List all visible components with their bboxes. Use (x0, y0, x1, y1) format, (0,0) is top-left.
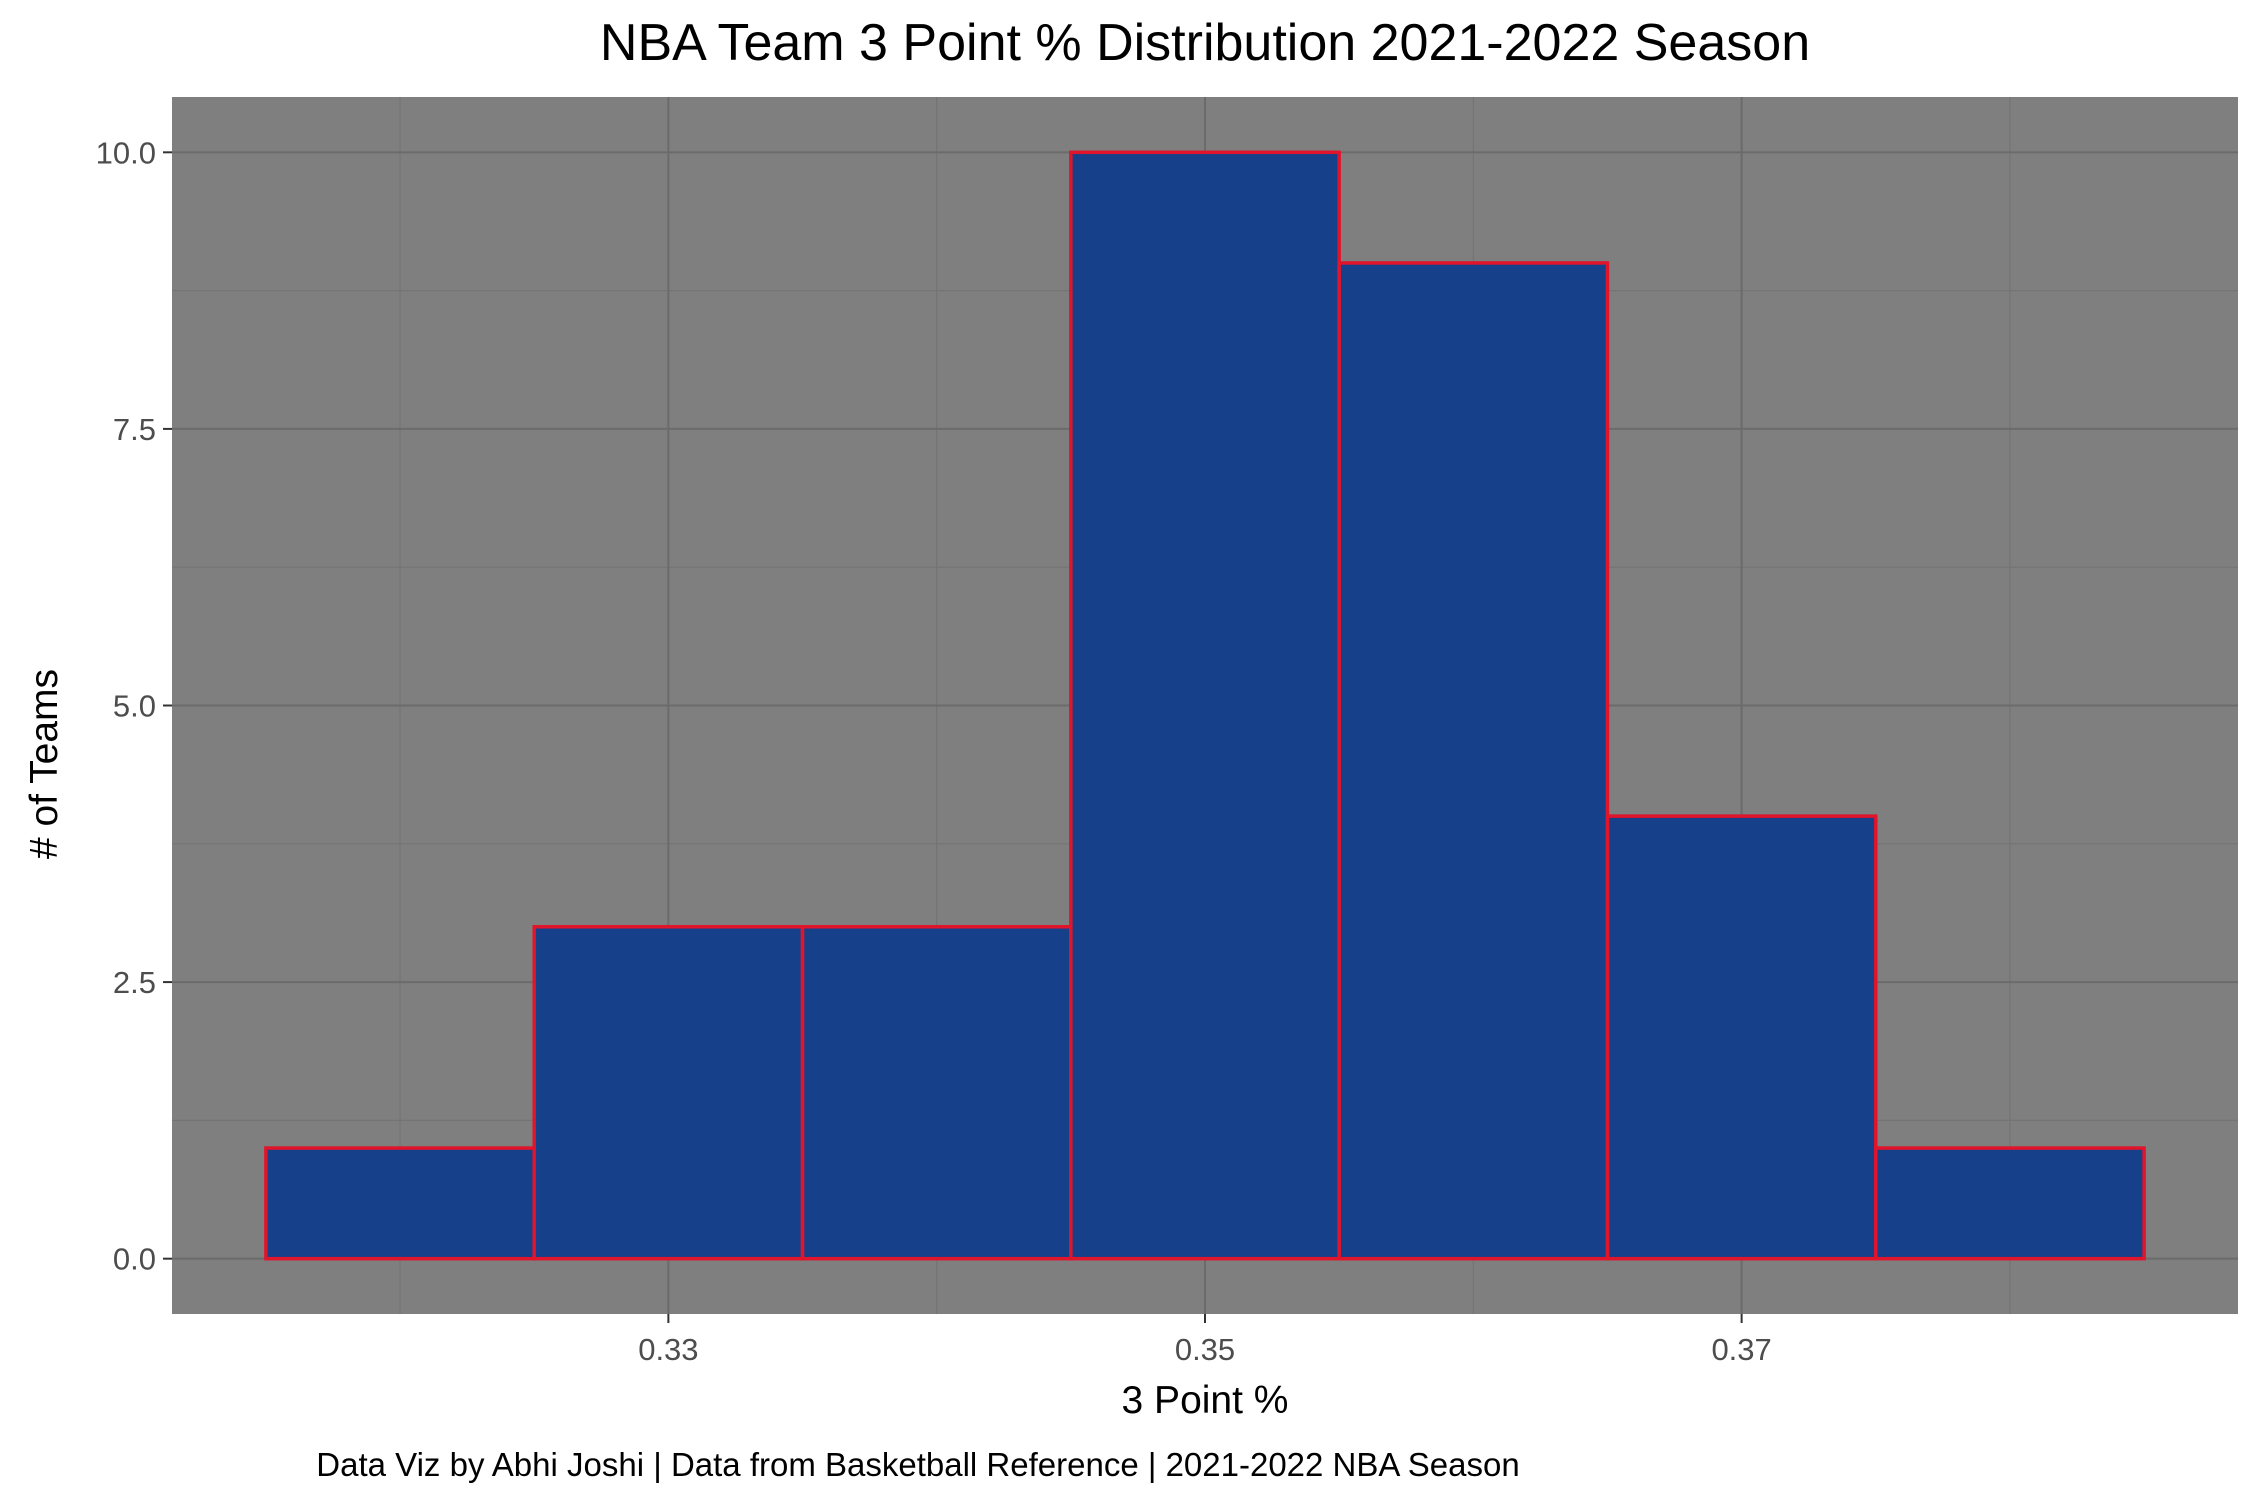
y-tick-label: 5.0 (113, 689, 156, 724)
x-axis: 0.33 0.35 0.37 (638, 1314, 1772, 1367)
x-tick-label: 0.35 (1175, 1332, 1235, 1367)
histogram-bar (532, 925, 805, 1261)
x-tick-label: 0.33 (638, 1332, 698, 1367)
histogram-bar (1874, 1146, 2146, 1261)
y-tick-label: 10.0 (96, 135, 156, 170)
histogram-bar (264, 1146, 536, 1261)
y-tick-label: 0.0 (113, 1242, 156, 1277)
x-axis-title: 3 Point % (1122, 1379, 1289, 1422)
histogram-bar (1069, 150, 1341, 1261)
y-tick-label: 7.5 (113, 412, 156, 447)
x-tick-label: 0.37 (1711, 1332, 1771, 1367)
histogram-bar (1605, 814, 1878, 1261)
histogram-bar (800, 925, 1073, 1261)
histogram-bars (264, 150, 2146, 1261)
chart-title: NBA Team 3 Point % Distribution 2021-202… (600, 14, 1810, 72)
y-axis-title: # of Teams (23, 669, 66, 859)
chart-caption: Data Viz by Abhi Joshi | Data from Baske… (316, 1446, 1519, 1483)
y-axis: 0.0 2.5 5.0 7.5 10.0 (96, 135, 172, 1277)
histogram-bar (1337, 261, 1610, 1261)
y-tick-label: 2.5 (113, 965, 156, 1000)
